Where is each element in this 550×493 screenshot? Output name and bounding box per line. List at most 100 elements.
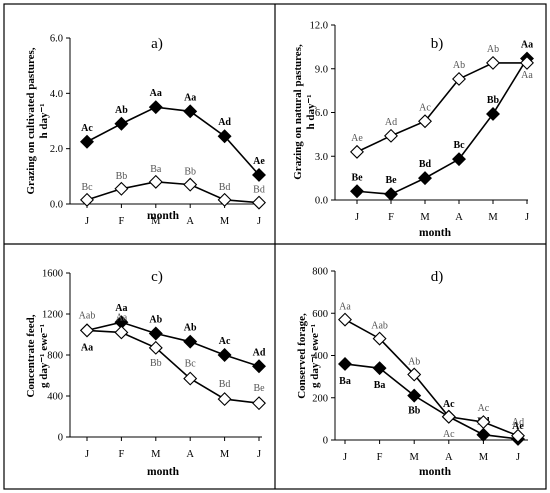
- data-label: Aa: [116, 312, 128, 323]
- x-axis-title: month: [147, 210, 180, 222]
- data-label: Be: [385, 175, 397, 186]
- data-label: Ba: [339, 376, 351, 387]
- open-diamond-marker: [80, 192, 94, 207]
- filled-diamond-marker: [183, 334, 198, 349]
- open-diamond-marker: [476, 415, 491, 430]
- open-diamond-marker: [520, 55, 534, 70]
- data-label: Bd: [219, 379, 231, 390]
- y-axis-title: Concentrate feed,g day⁻¹ ewe⁻¹: [25, 314, 50, 397]
- data-label: Ac: [419, 102, 431, 113]
- open-diamond-marker: [486, 55, 500, 70]
- x-tick-label: F: [377, 452, 383, 463]
- open-diamond-marker: [252, 195, 266, 210]
- data-label: Ae: [351, 133, 363, 144]
- data-label: Ac: [443, 399, 455, 410]
- data-label: Bb: [184, 167, 196, 178]
- filled-diamond-marker: [252, 359, 266, 374]
- y-tick-label: 0: [323, 436, 328, 447]
- data-label: Ae: [253, 156, 265, 167]
- data-label: Ba: [150, 164, 162, 175]
- x-tick-label: A: [455, 212, 463, 223]
- data-label: Aab: [79, 310, 96, 321]
- y-tick-label: 6.0: [315, 108, 328, 119]
- series-line-open: [344, 318, 519, 437]
- y-tick-label: 800: [312, 267, 328, 278]
- data-label: Aa: [521, 40, 533, 51]
- open-diamond-marker: [217, 192, 232, 207]
- series-line-filled: [86, 106, 260, 176]
- panel-title: c): [151, 269, 163, 285]
- filled-diamond-marker: [384, 187, 398, 202]
- open-diamond-marker: [441, 409, 456, 424]
- data-label: Ac: [219, 336, 231, 347]
- x-tick-label: M: [479, 452, 489, 463]
- open-diamond-marker: [338, 312, 352, 327]
- x-tick-label: A: [445, 452, 453, 463]
- data-label: Aa: [521, 70, 533, 81]
- data-label: Ab: [149, 314, 162, 325]
- data-label: Bc: [185, 359, 197, 370]
- open-diamond-marker: [418, 114, 432, 129]
- open-diamond-marker: [452, 71, 466, 86]
- data-label: Bb: [150, 358, 162, 369]
- data-label: Bd: [419, 159, 432, 170]
- data-label: Bb: [487, 95, 500, 106]
- open-diamond-marker: [350, 144, 364, 159]
- series-line-filled: [344, 363, 519, 440]
- open-diamond-marker: [252, 396, 266, 411]
- filled-diamond-marker: [252, 167, 266, 182]
- data-label: Ab: [184, 323, 197, 334]
- filled-diamond-marker: [338, 356, 352, 371]
- y-axis-title-line: Grazing on cultivated pastures,: [25, 47, 37, 194]
- open-diamond-marker: [114, 181, 129, 196]
- open-diamond-marker: [80, 323, 94, 338]
- data-label: Ab: [453, 60, 465, 71]
- data-label: Aa: [184, 92, 196, 103]
- x-axis-title: month: [419, 466, 452, 478]
- filled-diamond-marker: [217, 348, 232, 362]
- x-tick-label: M: [220, 449, 230, 460]
- y-tick-label: 400: [47, 392, 63, 403]
- series-line-open: [86, 329, 260, 404]
- x-tick-label: F: [118, 449, 124, 460]
- y-axis-title: Conserved forage,g day⁻¹ ewe⁻¹: [296, 313, 321, 399]
- data-label: Ad: [385, 117, 397, 128]
- x-tick-label: M: [488, 212, 498, 223]
- data-label: Ac: [443, 429, 455, 440]
- filled-diamond-marker: [148, 326, 163, 341]
- x-tick-label: F: [388, 212, 394, 223]
- filled-diamond-marker: [476, 427, 491, 442]
- x-tick-label: M: [151, 449, 161, 460]
- y-tick-label: 800: [47, 351, 63, 362]
- x-tick-label: J: [85, 449, 89, 460]
- data-label: Ac: [81, 123, 93, 134]
- data-label: Aa: [81, 342, 93, 353]
- data-label: Ba: [374, 380, 386, 391]
- filled-diamond-marker: [80, 134, 94, 149]
- data-label: Bb: [408, 406, 421, 417]
- filled-diamond-marker: [452, 152, 466, 167]
- y-tick-label: 0: [58, 433, 63, 444]
- data-label: Be: [351, 172, 363, 183]
- y-tick-label: 400: [312, 351, 328, 362]
- panel-title: d): [431, 269, 444, 285]
- open-diamond-marker: [148, 340, 163, 355]
- y-tick-label: 2.0: [50, 144, 63, 155]
- y-axis-title: Grazing on natural pastures,h day⁻¹: [292, 44, 317, 180]
- x-tick-label: J: [355, 212, 359, 223]
- series-line-open: [86, 181, 260, 204]
- data-label: Ad: [253, 347, 266, 358]
- y-axis-title-line: h day⁻¹: [305, 94, 317, 129]
- open-diamond-marker: [217, 392, 232, 407]
- data-label: Ad: [218, 117, 231, 128]
- open-diamond-marker: [384, 128, 398, 143]
- series-line-filled: [86, 321, 260, 368]
- panel-title: a): [151, 36, 163, 52]
- x-axis-title: month: [419, 227, 452, 239]
- y-tick-label: 200: [312, 393, 328, 404]
- y-axis-title-line: g day⁻¹ ewe⁻¹: [38, 324, 50, 388]
